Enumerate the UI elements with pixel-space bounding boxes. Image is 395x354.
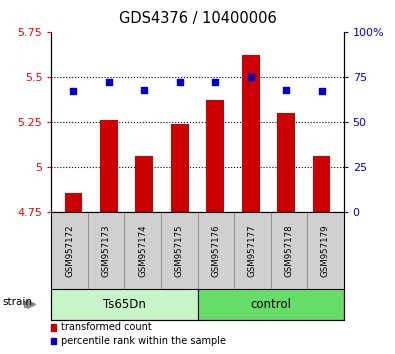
Text: GSM957177: GSM957177 [248, 224, 257, 277]
Text: transformed count: transformed count [61, 322, 152, 332]
Point [106, 80, 112, 85]
Text: Ts65Dn: Ts65Dn [103, 298, 146, 311]
Bar [242, 55, 260, 212]
Bar [277, 113, 295, 212]
Bar [135, 156, 153, 212]
Bar [313, 156, 330, 212]
Bar [65, 193, 82, 212]
Point [70, 88, 77, 94]
Bar [206, 101, 224, 212]
Point [248, 74, 254, 80]
Text: GSM957179: GSM957179 [321, 224, 330, 277]
Text: GDS4376 / 10400006: GDS4376 / 10400006 [118, 11, 276, 25]
Text: GSM957174: GSM957174 [138, 224, 147, 277]
Text: percentile rank within the sample: percentile rank within the sample [61, 336, 226, 346]
Point [177, 80, 183, 85]
Bar [100, 120, 118, 212]
Text: GSM957175: GSM957175 [175, 224, 184, 277]
Text: GSM957178: GSM957178 [284, 224, 293, 277]
Point [283, 87, 289, 92]
Point [212, 80, 218, 85]
Text: strain: strain [2, 297, 32, 307]
Text: control: control [250, 298, 291, 311]
Bar [171, 124, 189, 212]
Point [318, 88, 325, 94]
Text: GSM957173: GSM957173 [102, 224, 111, 277]
Point [141, 87, 147, 92]
Text: GSM957176: GSM957176 [211, 224, 220, 277]
Text: GSM957172: GSM957172 [65, 224, 74, 277]
